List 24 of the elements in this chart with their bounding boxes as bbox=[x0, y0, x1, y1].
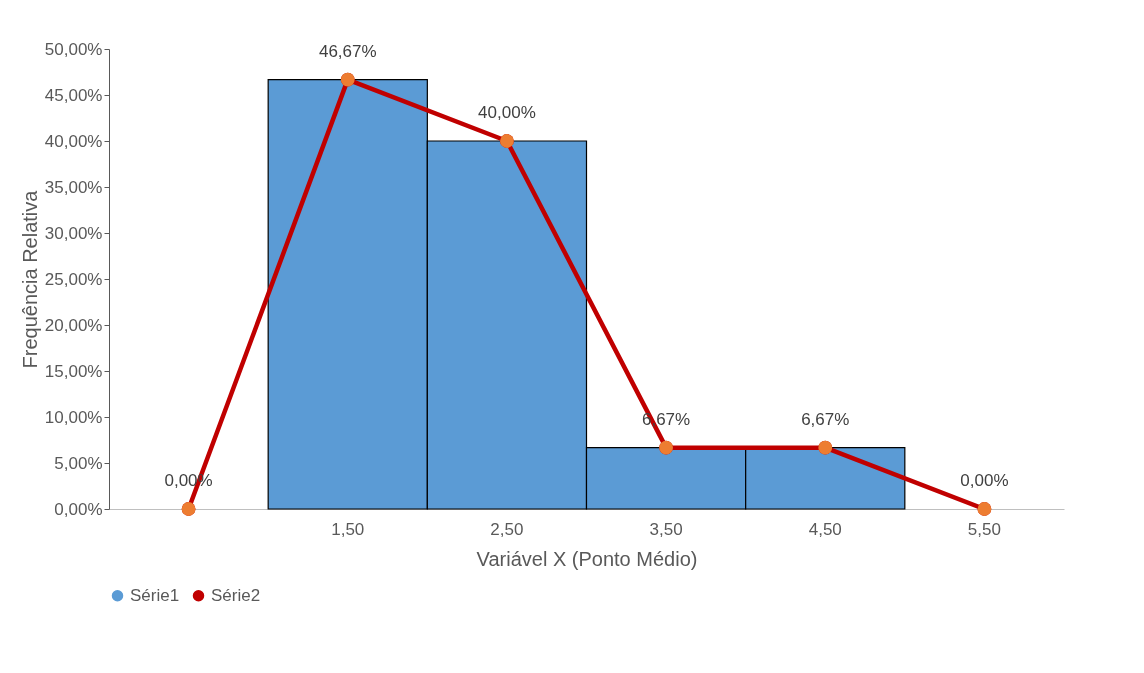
legend-label: Série2 bbox=[211, 585, 261, 605]
x-axis-title: Variável X (Ponto Médio) bbox=[476, 547, 698, 570]
y-tick-label: 10,00% bbox=[44, 407, 103, 427]
y-tick-label: 15,00% bbox=[44, 361, 103, 381]
y-tick-label: 25,00% bbox=[44, 269, 103, 289]
data-label: 40,00% bbox=[478, 103, 536, 122]
x-tick-label: 3,50 bbox=[649, 519, 683, 539]
x-tick-label: 5,50 bbox=[967, 519, 1001, 539]
data-label: 6,67% bbox=[801, 409, 850, 429]
legend-label: Série1 bbox=[130, 585, 180, 605]
x-tick-label: 4,50 bbox=[808, 519, 842, 539]
y-tick-label: 30,00% bbox=[44, 223, 103, 243]
y-tick-label: 40,00% bbox=[44, 131, 103, 151]
data-label: 46,67% bbox=[318, 41, 377, 61]
x-tick-label: 2,50 bbox=[490, 519, 524, 539]
y-tick-label: 35,00% bbox=[44, 177, 103, 197]
x-tick-label: 1,50 bbox=[331, 519, 365, 539]
data-label: 0,00% bbox=[960, 471, 1009, 490]
y-axis-title: Frequência Relativa bbox=[18, 189, 41, 369]
y-tick-label: 45,00% bbox=[44, 85, 103, 105]
y-tick-label: 5,00% bbox=[54, 453, 103, 473]
y-tick-label: 0,00% bbox=[54, 499, 103, 519]
y-tick-label: 50,00% bbox=[44, 39, 103, 59]
y-tick-label: 20,00% bbox=[44, 315, 103, 335]
